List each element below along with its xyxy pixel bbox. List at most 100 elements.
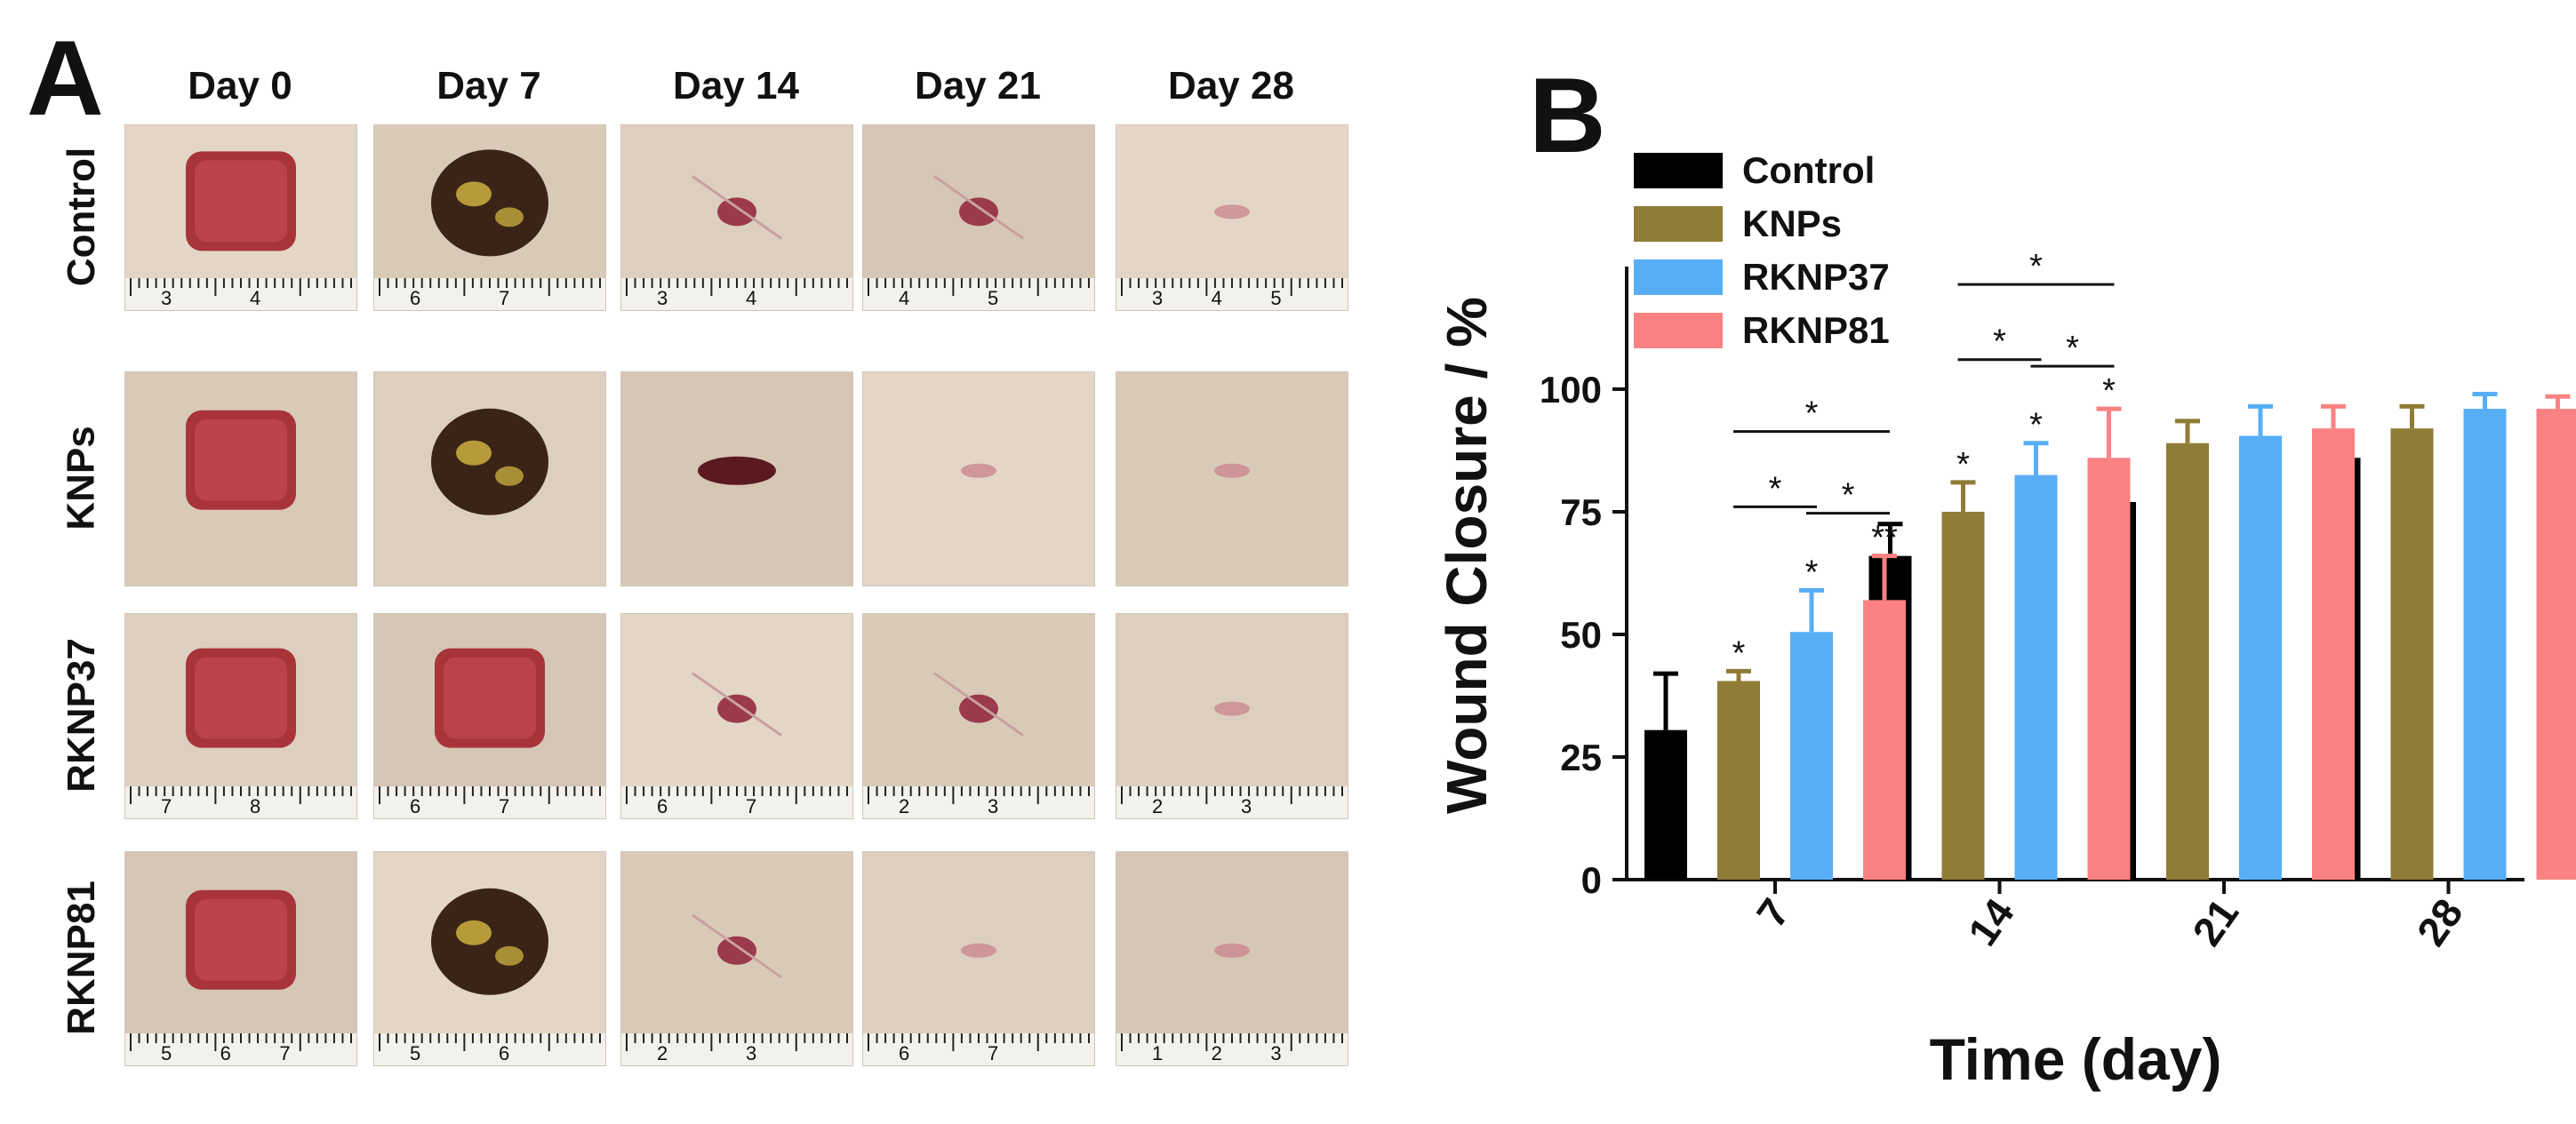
ruler-label: 7 — [499, 795, 509, 817]
column-header: Day 28 — [1168, 64, 1294, 108]
ruler-label: 7 — [499, 287, 509, 309]
ruler-label: 4 — [250, 287, 260, 309]
wound-scab — [431, 408, 548, 515]
y-axis-label: Wound Closure / % — [1435, 297, 1499, 814]
ruler-label: 7 — [279, 1042, 290, 1064]
bar — [1790, 632, 1833, 880]
y-tick-label: 75 — [1560, 491, 1602, 533]
comparison-mark: * — [1993, 323, 2006, 361]
ruler: 1 2 3 — [1116, 1033, 1348, 1065]
panel-a-letter: A — [27, 19, 104, 138]
bar — [2087, 458, 2131, 880]
ruler-label: 7 — [988, 1042, 998, 1064]
column-header: Day 7 — [436, 64, 541, 108]
wound-faint — [961, 463, 996, 478]
y-tick-label: 0 — [1581, 859, 1602, 901]
ruler-label: 3 — [746, 1042, 756, 1064]
wound-photo: 5 6 7 — [124, 851, 357, 1066]
x-tick-label: 7 — [1748, 890, 1798, 936]
wound-faint — [961, 943, 996, 958]
ruler-label: 7 — [746, 795, 756, 817]
ruler-label: 5 — [1270, 287, 1281, 309]
bar — [2463, 409, 2507, 881]
legend-label: Control — [1742, 149, 1875, 191]
ruler-label: 4 — [1212, 287, 1222, 309]
ruler-label: 8 — [250, 795, 260, 817]
wound-medium — [698, 456, 776, 485]
wound-scab — [431, 888, 548, 995]
ruler-label: 6 — [410, 795, 420, 817]
wound-small — [692, 913, 782, 979]
ruler-label: 6 — [899, 1042, 909, 1064]
bar — [2239, 435, 2282, 880]
x-tick-label: 28 — [2408, 890, 2472, 954]
legend-swatch — [1634, 313, 1723, 348]
x-tick-label: 14 — [1959, 890, 2023, 954]
ruler-label: 4 — [899, 287, 909, 309]
legend: Control KNPs RKNP37 RKNP81 — [1634, 149, 1890, 351]
ruler-label: 7 — [161, 795, 172, 817]
ruler-label: 5 — [410, 1042, 420, 1064]
wound-small — [692, 672, 782, 737]
wound-open — [186, 648, 296, 748]
ruler-label: 3 — [988, 795, 998, 817]
ruler-label: 2 — [657, 1042, 668, 1064]
wound-faint — [1214, 463, 1250, 478]
wound-scab — [431, 149, 548, 257]
significance-mark: * — [2102, 372, 2116, 410]
legend-swatch — [1634, 206, 1723, 242]
significance-mark: * — [2029, 407, 2043, 444]
ruler-label: 5 — [988, 287, 998, 309]
legend-label: RKNP37 — [1742, 256, 1890, 298]
significance-mark: * — [1732, 634, 1746, 672]
significance-mark: * — [1956, 446, 1970, 483]
bar — [2014, 474, 2058, 880]
ruler-label: 3 — [1270, 1042, 1281, 1064]
bar — [2390, 428, 2434, 880]
ruler-label: 6 — [220, 1042, 231, 1064]
bar — [1941, 512, 1985, 880]
ruler-label: 6 — [410, 287, 420, 309]
wound-photo — [373, 371, 606, 586]
column-header: Day 14 — [673, 64, 799, 108]
wound-open — [186, 889, 296, 990]
ruler-label: 2 — [1152, 795, 1163, 817]
bar — [1644, 729, 1687, 880]
wound-open — [186, 410, 296, 510]
ruler-label: 3 — [1241, 795, 1252, 817]
bar — [2166, 442, 2209, 880]
comparison-mark: * — [1842, 477, 1855, 514]
wound-photo — [1116, 371, 1348, 586]
column-header: Day 0 — [188, 64, 292, 108]
ruler-label: 5 — [161, 1042, 172, 1064]
wound-faint — [1214, 943, 1250, 958]
bar — [1863, 600, 1906, 880]
wound-photo — [620, 371, 853, 586]
ruler-label: 6 — [499, 1042, 509, 1064]
wound-open — [435, 648, 545, 748]
wound-faint — [1214, 204, 1250, 219]
wound-photo: 1 2 3 — [1116, 851, 1348, 1066]
wound-small — [692, 175, 782, 240]
